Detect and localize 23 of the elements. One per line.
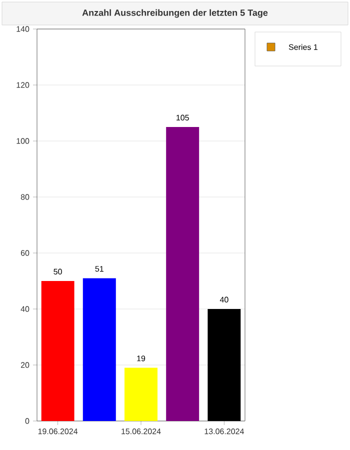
bar bbox=[166, 127, 200, 421]
x-tick-label: 19.06.2024 bbox=[38, 428, 78, 434]
y-tick-label: 40 bbox=[20, 306, 30, 312]
y-tick-label: 0 bbox=[25, 418, 30, 424]
y-tick-label: 80 bbox=[20, 194, 30, 200]
data-label: 105 bbox=[176, 114, 189, 120]
bar bbox=[82, 278, 116, 421]
data-label: 50 bbox=[54, 268, 62, 274]
x-tick-label: 13.06.2024 bbox=[204, 428, 244, 434]
y-tick-label: 100 bbox=[16, 138, 30, 144]
bar bbox=[124, 368, 158, 421]
y-tick-label: 140 bbox=[16, 26, 30, 32]
y-tick-label: 60 bbox=[20, 250, 30, 256]
bar bbox=[208, 308, 241, 421]
data-label: 40 bbox=[220, 296, 228, 302]
chart-title: Anzahl Ausschreibungen der letzten 5 Tage bbox=[82, 9, 268, 18]
data-label: 19 bbox=[137, 356, 146, 362]
bar bbox=[41, 280, 74, 421]
text: Series 1 bbox=[288, 44, 318, 50]
y-tick-label: 120 bbox=[16, 82, 30, 88]
x-tick-label: 15.06.2024 bbox=[122, 428, 161, 434]
y-tick-label: 20 bbox=[20, 362, 30, 368]
data-label: 51 bbox=[95, 266, 104, 272]
